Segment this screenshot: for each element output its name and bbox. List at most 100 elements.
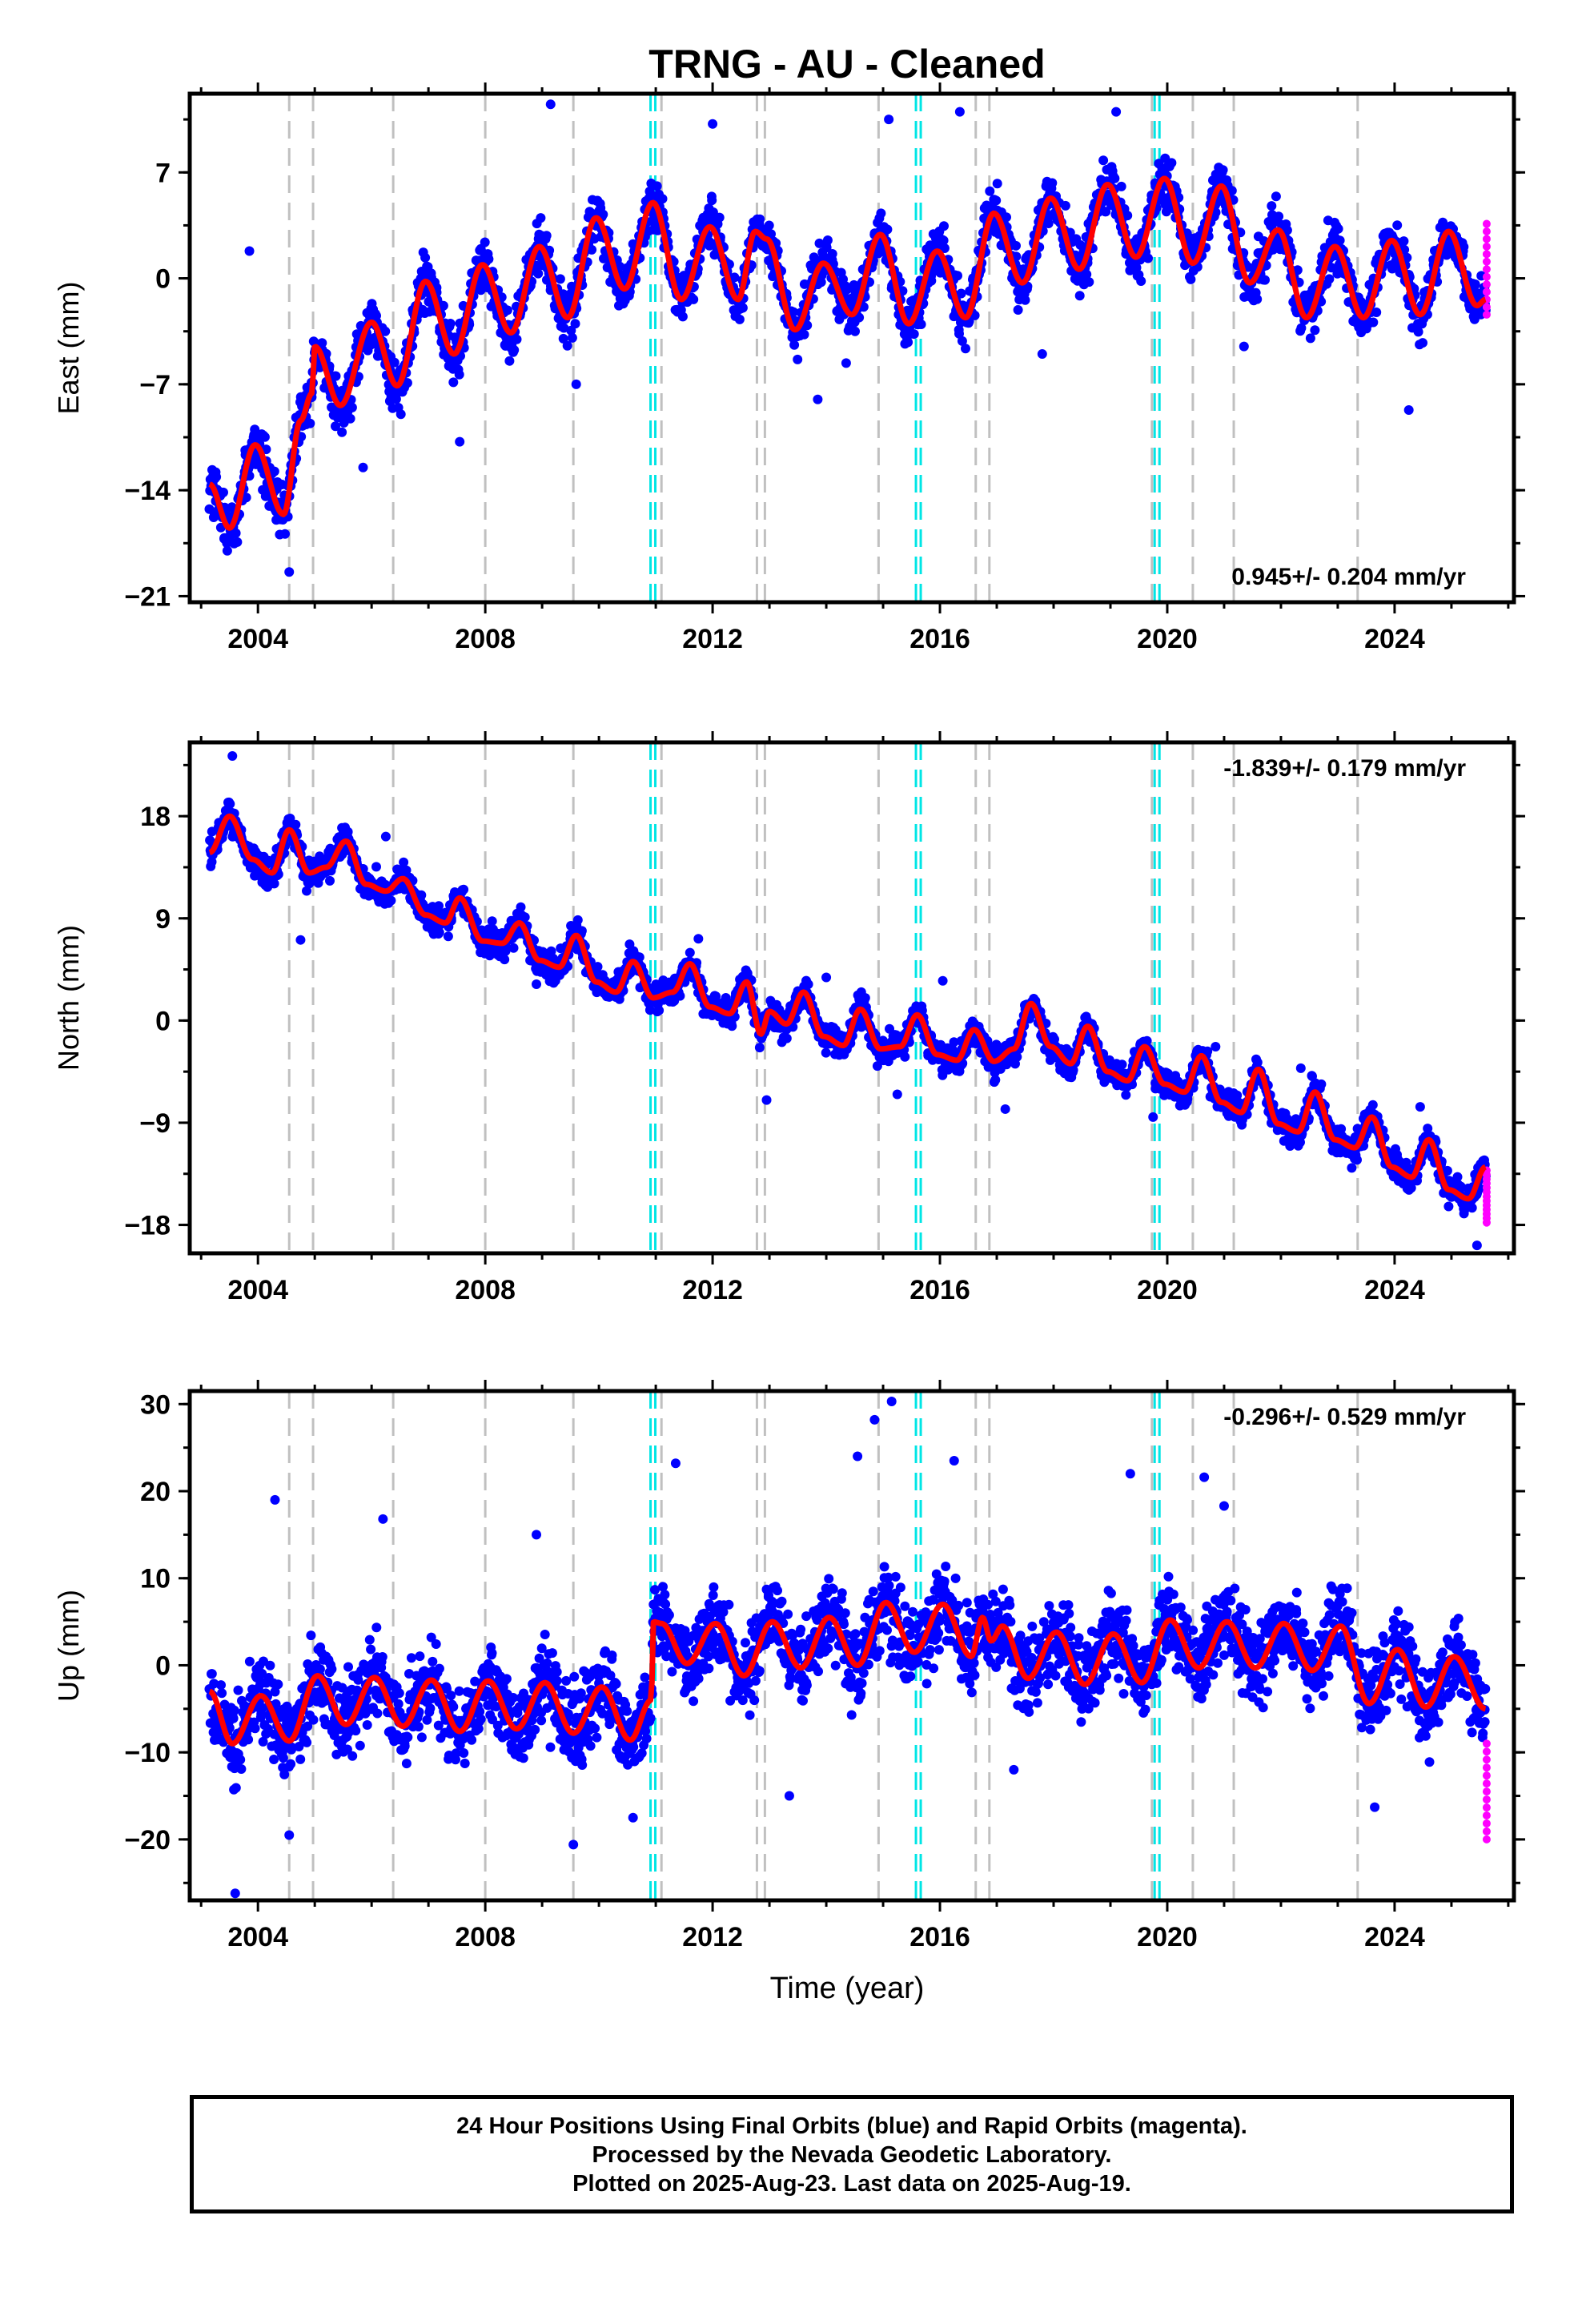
final-orbit-point [1324,274,1335,284]
final-orbit-point [1060,200,1070,211]
final-orbit-point [841,358,851,368]
east-x-tick-label: 2020 [1137,624,1198,654]
final-orbit-point [434,927,444,938]
final-orbit-point [1122,211,1133,221]
final-orbit-point [455,436,465,447]
final-orbit-point [1260,275,1270,285]
final-orbit-point [222,545,232,556]
final-orbit-point [1074,291,1085,301]
rapid-orbit-point [1482,303,1491,312]
final-orbit-point [386,895,396,906]
final-orbit-point [1459,242,1469,252]
final-orbit-point [331,371,341,381]
final-orbit-point [1274,211,1284,222]
final-orbit-point [949,1037,959,1047]
final-orbit-point [225,798,235,809]
final-orbit-point [652,181,662,191]
final-orbit-point [420,252,431,263]
final-orbit-point [269,466,279,476]
final-orbit-point [570,319,580,329]
rapid-orbit-point [1482,272,1491,281]
final-orbit-point [536,213,546,223]
final-orbit-point [284,567,295,577]
final-orbit-point [1368,317,1379,328]
final-orbit-point [291,819,301,830]
final-orbit-point [992,179,1002,189]
final-orbit-point [562,340,572,351]
east-y-tick-label: −7 [139,370,171,400]
final-orbit-point [970,310,980,320]
east-model-fit-line [208,175,1488,531]
rapid-orbit-point [1482,235,1491,243]
final-orbit-point [1227,186,1237,196]
final-orbit-point [1232,1090,1243,1100]
final-orbit-point [909,329,919,340]
final-orbit-point [707,195,717,206]
final-orbit-point [219,487,228,497]
final-orbit-point [991,195,1002,206]
east-x-tick-label: 2008 [455,624,516,654]
final-orbit-point [721,993,731,1003]
rapid-orbit-point [1482,265,1491,274]
final-orbit-point [789,340,800,350]
final-orbit-point [559,323,569,333]
final-orbit-point [954,107,965,117]
north-daily-positions [205,751,1491,1251]
final-orbit-point [675,991,685,1001]
final-orbit-point [1111,107,1122,117]
final-orbit-point [644,1005,655,1015]
final-orbit-point [882,224,893,235]
east-y-tick-label: −21 [124,581,171,612]
rapid-orbit-point [1482,257,1491,266]
final-orbit-point [401,865,412,875]
final-orbit-point [827,249,837,259]
final-orbit-point [504,356,515,366]
final-orbit-point [545,99,556,110]
final-orbit-point [396,409,406,420]
final-orbit-point [211,472,222,482]
final-orbit-point [325,875,335,886]
final-orbit-point [1470,279,1480,289]
final-orbit-point [231,528,241,538]
final-orbit-point [1104,1055,1114,1065]
final-orbit-point [954,328,964,339]
final-orbit-point [487,916,497,927]
final-orbit-point [1121,1090,1131,1100]
final-orbit-point [789,307,799,317]
final-orbit-point [509,345,520,356]
final-orbit-point [1011,240,1021,251]
final-orbit-point [1327,263,1337,273]
east-x-tick-label: 2012 [682,624,743,654]
final-orbit-point [985,186,995,196]
final-orbit-point [399,857,409,867]
final-orbit-point [555,274,565,284]
final-orbit-point [854,312,865,323]
east-y-tick-label: 7 [155,158,171,188]
final-orbit-point [448,377,459,388]
final-orbit-point [1117,1059,1127,1070]
east-y-tick-label: 0 [155,264,171,295]
final-orbit-point [1371,308,1382,317]
final-orbit-point [781,1033,792,1043]
final-orbit-point [480,237,490,247]
final-orbit-point [445,319,456,328]
final-orbit-point [821,243,832,253]
final-orbit-point [1012,1051,1022,1062]
east-x-tick-label: 2016 [909,624,970,654]
final-orbit-point [317,338,327,348]
final-orbit-point [926,275,937,286]
rapid-orbit-point [1482,242,1491,251]
final-orbit-point [714,212,725,223]
final-orbit-point [345,413,355,424]
east-x-tick-label: 2024 [1364,624,1425,654]
final-orbit-point [1239,341,1249,352]
final-orbit-point [1143,253,1153,263]
final-orbit-point [347,402,357,412]
final-orbit-point [1282,225,1292,235]
final-orbit-point [1020,295,1030,305]
final-orbit-point [802,320,813,331]
final-orbit-point [1271,191,1281,202]
final-orbit-point [953,271,962,281]
final-orbit-point [1252,1057,1263,1068]
